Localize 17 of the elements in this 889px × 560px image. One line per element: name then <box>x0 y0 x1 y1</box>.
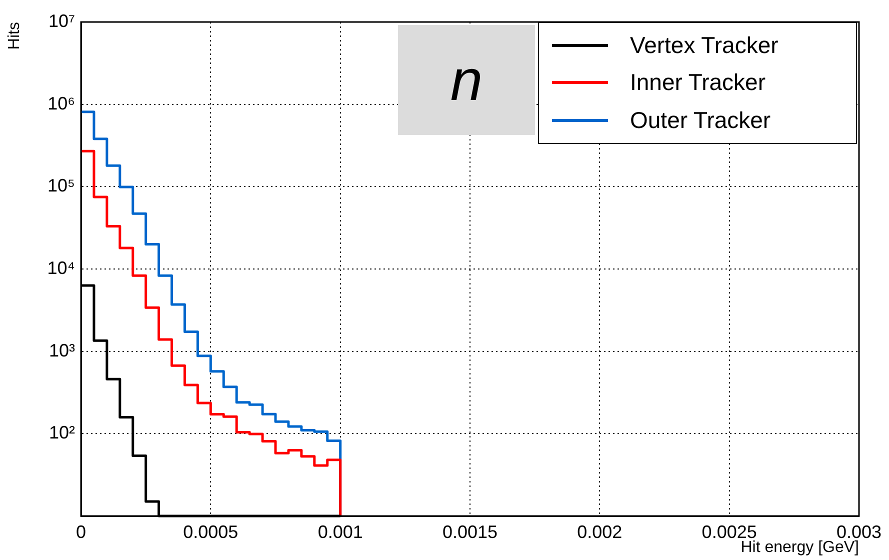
y-tick-label: 10³ <box>48 340 76 360</box>
legend-label: Outer Tracker <box>630 106 771 134</box>
annotation: n <box>398 25 535 135</box>
y-tick-label: 10⁶ <box>48 93 75 114</box>
x-tick-label: 0.0005 <box>183 522 238 542</box>
x-tick-label: 0.001 <box>318 522 363 542</box>
x-tick-label: 0.002 <box>577 522 622 542</box>
legend-label: Inner Tracker <box>630 69 766 96</box>
y-tick-label: 10⁴ <box>47 258 75 278</box>
legend-label: Vertex Tracker <box>630 32 778 60</box>
y-axis-title: Hits <box>6 22 24 50</box>
x-axis-title: Hit energy [GeV] <box>740 539 859 557</box>
y-tick-label: 10⁵ <box>48 176 75 196</box>
x-tick-label: 0.0015 <box>442 522 498 542</box>
x-tick-label: 0 <box>76 522 86 542</box>
y-tick-label: 10⁷ <box>48 10 75 31</box>
y-tick-label: 10² <box>48 422 76 443</box>
